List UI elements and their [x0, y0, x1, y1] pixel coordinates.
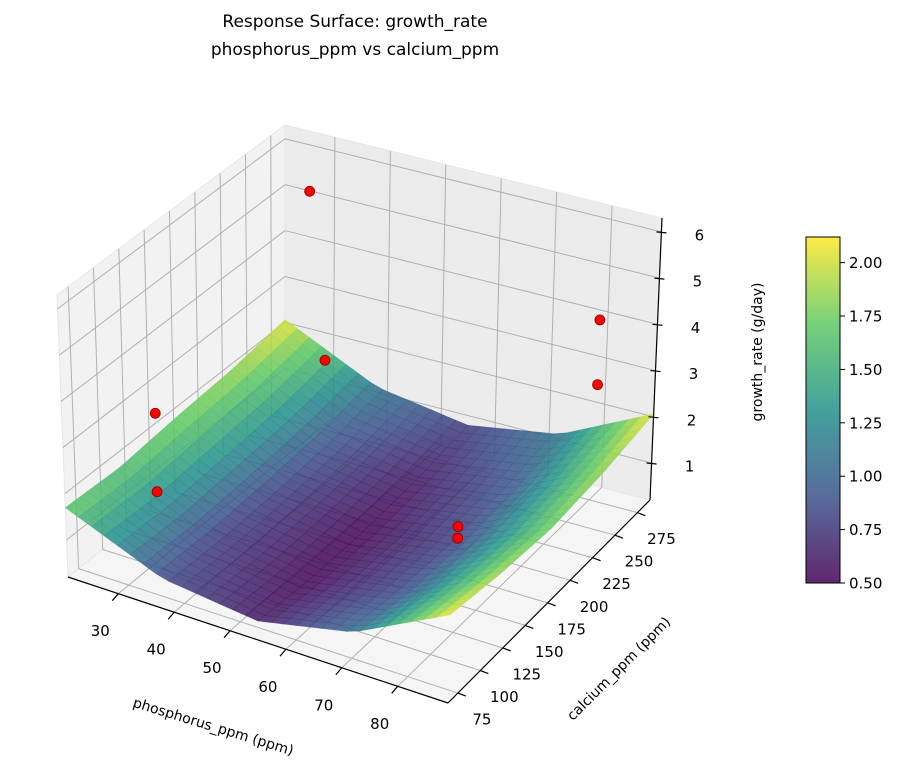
y-tick-label: 75	[472, 711, 491, 729]
colorbar-tick-label: 1.25	[849, 414, 882, 432]
surface-patch	[437, 608, 458, 618]
grid-line	[284, 230, 658, 325]
y-tick	[614, 534, 624, 539]
x-tick-label: 50	[203, 659, 222, 677]
grid-line	[284, 275, 656, 372]
z-tick-label: 2	[687, 411, 697, 429]
grid-line	[397, 487, 603, 687]
z-tick	[648, 416, 659, 419]
x-tick-label: 40	[147, 641, 166, 659]
grid-line	[386, 150, 391, 432]
grid-line	[78, 568, 459, 694]
y-tick	[592, 557, 601, 562]
axis-lines	[67, 217, 667, 704]
x-axis-line	[67, 576, 449, 704]
y-tick-label: 250	[625, 553, 654, 571]
x-tick	[111, 593, 119, 602]
z-tick-label: 6	[695, 226, 705, 244]
x-tick	[279, 648, 287, 657]
data-point	[304, 185, 316, 197]
data-point	[319, 354, 331, 366]
response-surface	[64, 319, 655, 632]
x-tick-label: 60	[258, 678, 277, 696]
colorbar-tick-label: 0.50	[849, 575, 882, 593]
grid-line	[60, 230, 286, 402]
colorbar-tick-label: 2.00	[849, 254, 882, 272]
z-tick	[650, 369, 661, 373]
y-tick-label: 200	[580, 598, 609, 616]
y-tick	[480, 669, 489, 675]
y-tick	[637, 512, 646, 517]
z-tick	[646, 462, 657, 465]
data-point	[594, 314, 606, 326]
x-tick-label: 30	[91, 622, 110, 640]
grid-line	[67, 286, 80, 569]
y-tick-label: 275	[647, 530, 676, 548]
grid-line	[64, 321, 286, 495]
z-tick-label: 4	[691, 319, 701, 337]
x-tick-label: 70	[314, 696, 333, 714]
y-tick	[569, 579, 579, 584]
grid-line	[284, 321, 654, 418]
x-axis-label: phosphorus_ppm (ppm)	[131, 695, 295, 759]
y-tick	[502, 647, 511, 652]
y-tick-label: 125	[512, 665, 541, 683]
z-tick-label: 1	[685, 458, 695, 476]
y-tick-label: 150	[535, 643, 564, 661]
grid-line	[59, 184, 286, 356]
x-tick	[335, 667, 343, 676]
z-tick-label: 5	[693, 273, 703, 291]
y-tick	[457, 692, 467, 697]
y-tick-label: 225	[602, 575, 631, 593]
grid-line	[57, 138, 286, 310]
data-point	[452, 532, 464, 544]
y-tick-label: 100	[490, 688, 519, 706]
grid-line	[493, 178, 502, 460]
colorbar: 0.50 0.75 1.00 1.25 1.50 1.75 2.00	[805, 236, 882, 593]
z-tick-label: 3	[689, 365, 699, 383]
data-point	[151, 486, 163, 498]
colorbar-gradient	[806, 237, 840, 583]
colorbar-tick-label: 0.75	[849, 521, 882, 539]
colorbar-tick-label: 1.75	[849, 308, 882, 326]
x-tick	[391, 685, 399, 694]
chart-subtitle: phosphorus_ppm vs calcium_ppm	[210, 40, 500, 60]
chart-title: Response Surface: growth_rate	[222, 12, 488, 32]
grid-line	[62, 276, 286, 448]
y-tick-label: 175	[557, 620, 586, 638]
x-tick	[223, 630, 231, 639]
data-point	[592, 379, 603, 391]
data-point	[149, 407, 161, 419]
grid-line	[547, 191, 558, 474]
x-tick	[167, 611, 175, 620]
colorbar-frame	[805, 236, 841, 584]
z-tick	[654, 277, 665, 280]
y-tick	[547, 602, 556, 607]
grid-line	[284, 138, 662, 233]
y-tick	[524, 624, 534, 629]
data-point	[452, 521, 464, 533]
y-axis-line	[447, 499, 651, 704]
z-tick	[652, 323, 663, 326]
scatter-points	[149, 185, 606, 544]
z-axis-label: growth_rate (g/day)	[750, 283, 766, 422]
z-axis-line	[649, 217, 663, 501]
grid-line	[440, 164, 447, 446]
x-tick-label: 80	[370, 715, 389, 733]
z-tick	[656, 231, 667, 234]
grid-line	[284, 184, 660, 279]
colorbar-tick-label: 1.00	[849, 468, 882, 486]
colorbar-tick-label: 1.50	[849, 361, 882, 379]
